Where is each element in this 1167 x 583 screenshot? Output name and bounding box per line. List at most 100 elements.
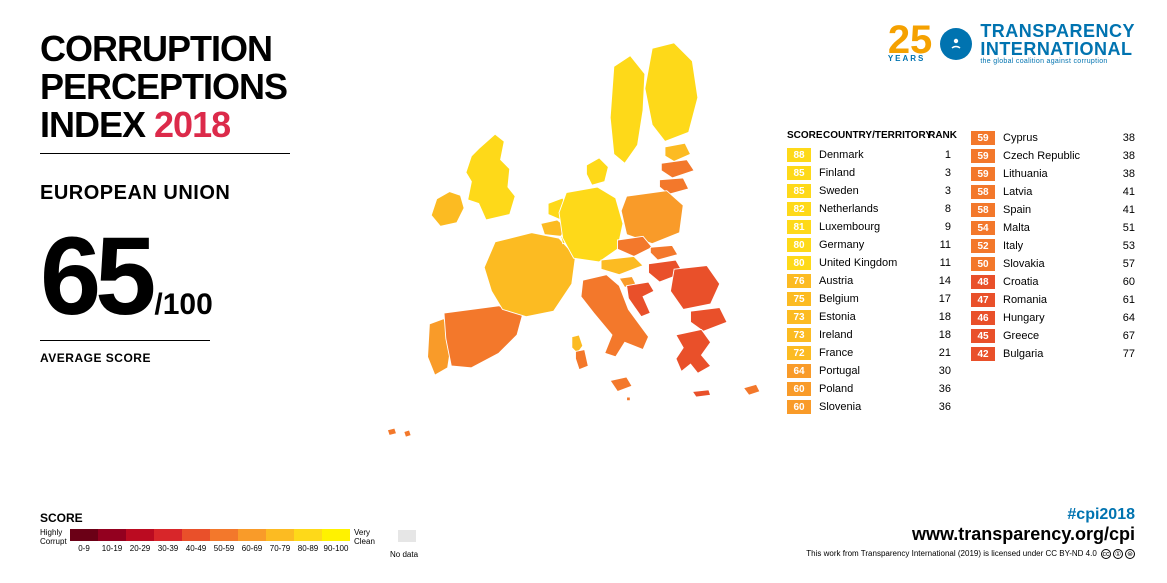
row-rank: 9 <box>921 221 951 233</box>
row-score: 50 <box>971 257 995 271</box>
legend-bin-label: 20-29 <box>126 544 154 553</box>
map-svg <box>360 30 780 450</box>
row-country: Portugal <box>811 365 921 377</box>
by-icon: ① <box>1113 549 1123 559</box>
legend-swatch <box>322 529 350 541</box>
row-score: 64 <box>787 364 811 378</box>
row-country: Czech Republic <box>995 150 1105 162</box>
row-country: Austria <box>811 275 921 287</box>
row-score: 80 <box>787 238 811 252</box>
table-row: 73Estonia18 <box>787 309 957 325</box>
row-score: 54 <box>971 221 995 235</box>
country-cyprus <box>743 384 759 395</box>
row-rank: 18 <box>921 311 951 323</box>
country-finland <box>645 43 698 142</box>
table-row: 80United Kingdom11 <box>787 255 957 271</box>
table-row: 50Slovakia57 <box>971 256 1135 272</box>
legend-title: SCORE <box>40 511 418 525</box>
nd-icon: ⊜ <box>1125 549 1135 559</box>
country-greece <box>676 329 711 373</box>
legend-bin-label: 0-9 <box>70 544 98 553</box>
url: www.transparency.org/cpi <box>806 524 1135 545</box>
country-romania <box>670 266 719 310</box>
header-score: SCORE <box>787 130 817 141</box>
row-country: Luxembourg <box>811 221 921 233</box>
row-country: Sweden <box>811 185 921 197</box>
title-word-index: INDEX <box>40 104 154 145</box>
table-row: 85Finland3 <box>787 165 957 181</box>
country-estonia <box>665 143 691 161</box>
legend-bin-label: 60-69 <box>238 544 266 553</box>
legend-swatch <box>70 529 98 541</box>
row-rank: 30 <box>921 365 951 377</box>
legend-bin-label: 10-19 <box>98 544 126 553</box>
row-rank: 11 <box>921 239 951 251</box>
country-slovakia <box>650 245 677 260</box>
row-country: Slovakia <box>995 258 1105 270</box>
legend-swatch <box>154 529 182 541</box>
legend-nodata-swatch <box>398 530 416 542</box>
row-score: 85 <box>787 166 811 180</box>
legend-swatch <box>98 529 126 541</box>
logo-name-2: INTERNATIONAL <box>980 40 1135 58</box>
region-label: EUROPEAN UNION <box>40 182 320 205</box>
row-score: 45 <box>971 329 995 343</box>
legend-swatch <box>294 529 322 541</box>
row-rank: 53 <box>1105 240 1135 252</box>
header-country: COUNTRY/TERRITORY <box>817 130 927 141</box>
title-line-3: INDEX 2018 <box>40 106 320 144</box>
row-rank: 64 <box>1105 312 1135 324</box>
globe-icon <box>940 28 972 60</box>
row-score: 88 <box>787 148 811 162</box>
table-row: 60Poland36 <box>787 381 957 397</box>
row-country: Romania <box>995 294 1105 306</box>
row-score: 42 <box>971 347 995 361</box>
legend-swatch <box>238 529 266 541</box>
row-rank: 77 <box>1105 348 1135 360</box>
row-country: Cyprus <box>995 132 1105 144</box>
legend-nodata-label: No data <box>390 550 418 559</box>
table-row: 75Belgium17 <box>787 291 957 307</box>
score-rule <box>40 340 210 341</box>
row-country: France <box>811 347 921 359</box>
cc-icon: cc <box>1101 549 1111 559</box>
row-score: 60 <box>787 382 811 396</box>
row-rank: 18 <box>921 329 951 341</box>
table-row: 45Greece67 <box>971 328 1135 344</box>
logo-text: TRANSPARENCY INTERNATIONAL the global co… <box>980 22 1135 65</box>
title-block: CORRUPTION PERCEPTIONS INDEX 2018 EUROPE… <box>40 30 320 365</box>
title-line-2: PERCEPTIONS <box>40 68 320 106</box>
row-rank: 36 <box>921 383 951 395</box>
row-score: 75 <box>787 292 811 306</box>
table-row: 59Lithuania38 <box>971 166 1135 182</box>
license: This work from Transparency Internationa… <box>806 549 1135 559</box>
country-sardinia <box>575 350 588 370</box>
row-country: Bulgaria <box>995 348 1105 360</box>
row-country: Italy <box>995 240 1105 252</box>
country-canary <box>387 428 411 437</box>
row-rank: 3 <box>921 185 951 197</box>
title-year: 2018 <box>154 104 230 145</box>
title-line-1: CORRUPTION <box>40 30 320 68</box>
row-rank: 14 <box>921 275 951 287</box>
row-rank: 1 <box>921 149 951 161</box>
row-score: 72 <box>787 346 811 360</box>
row-country: United Kingdom <box>811 257 921 269</box>
legend-swatch <box>126 529 154 541</box>
header-rank: RANK <box>927 130 957 141</box>
country-uk <box>466 134 515 220</box>
row-country: Germany <box>811 239 921 251</box>
country-france <box>484 233 575 317</box>
legend-bin-label: 50-59 <box>210 544 238 553</box>
table-row: 76Austria14 <box>787 273 957 289</box>
table-row: 88Denmark1 <box>787 147 957 163</box>
table-row: 85Sweden3 <box>787 183 957 199</box>
row-rank: 38 <box>1105 168 1135 180</box>
table-row: 64Portugal30 <box>787 363 957 379</box>
title-rule <box>40 153 290 154</box>
row-score: 52 <box>971 239 995 253</box>
row-country: Slovenia <box>811 401 921 413</box>
table-row: 47Romania61 <box>971 292 1135 308</box>
logo-tagline: the global coalition against corruption <box>980 58 1135 65</box>
table-row: 58Latvia41 <box>971 184 1135 200</box>
